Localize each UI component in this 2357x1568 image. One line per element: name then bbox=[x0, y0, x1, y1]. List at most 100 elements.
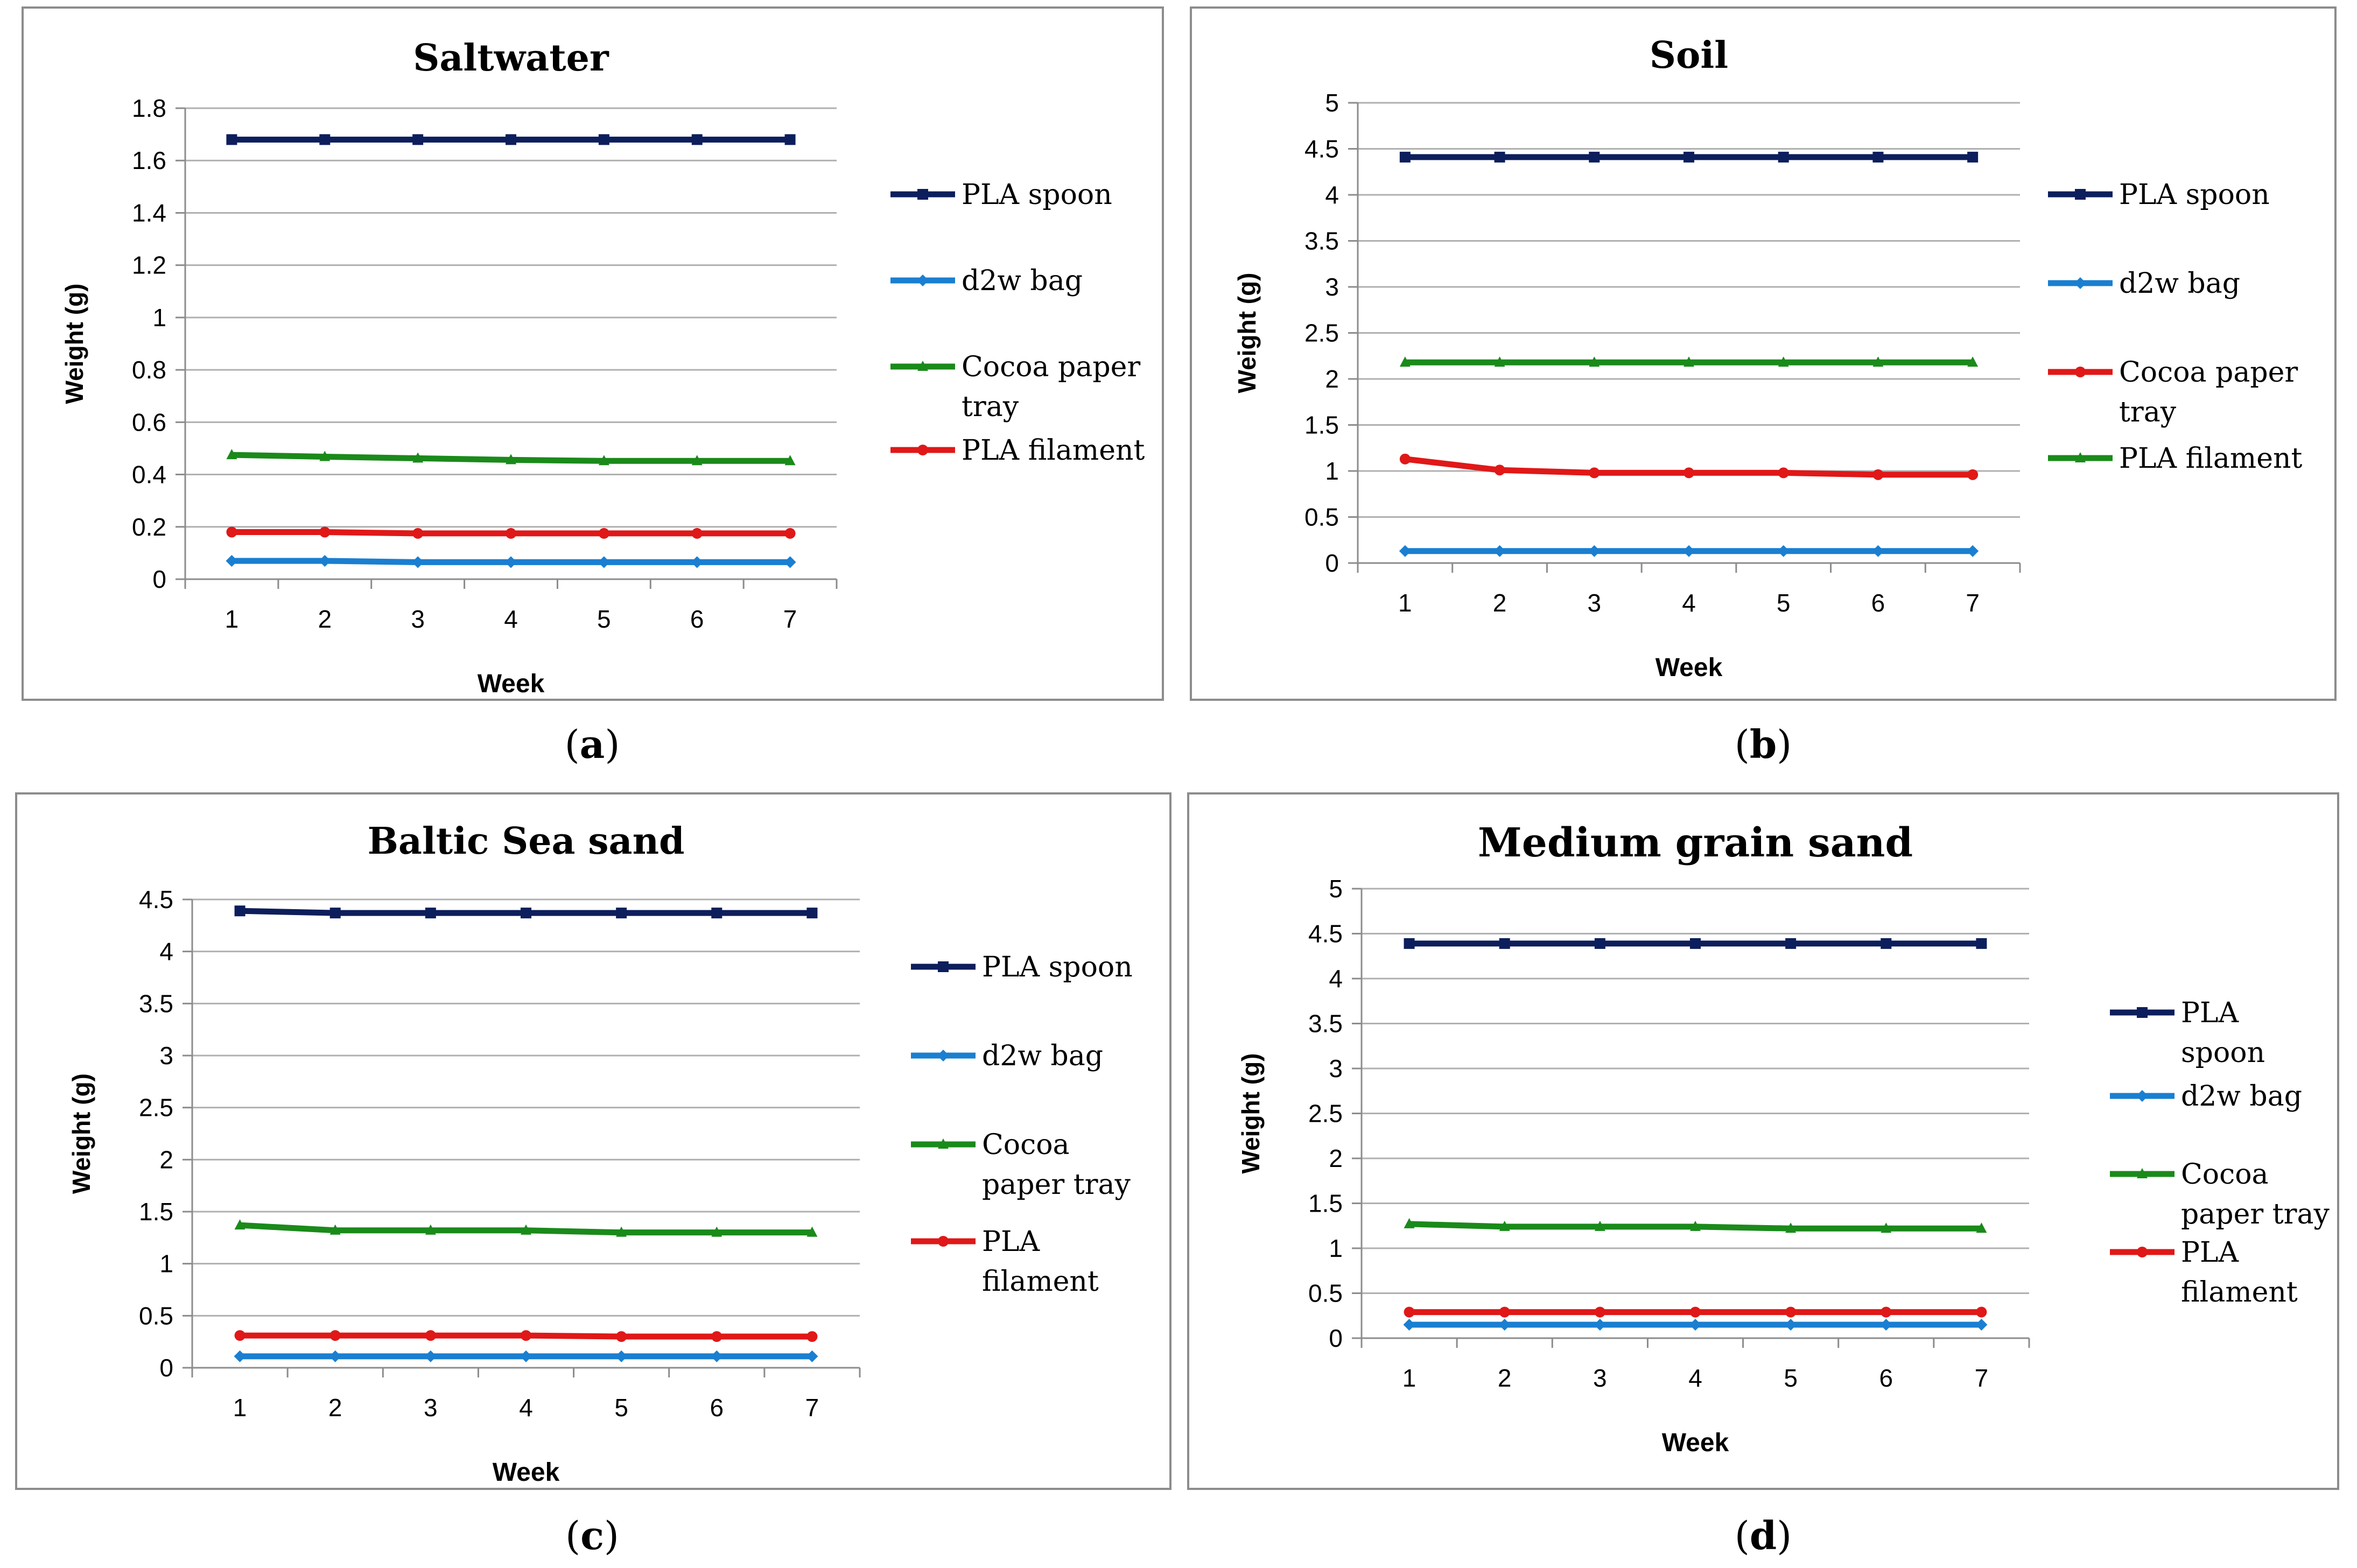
data-point-soil-pla-filament-3 bbox=[1589, 356, 1600, 367]
legend-marker-saltwater-pla-filament bbox=[917, 445, 928, 455]
data-point-baltic-sea-sand-d2w-bag-3 bbox=[424, 1350, 437, 1362]
data-point-medium-grain-sand-d2w-bag-4 bbox=[1689, 1318, 1701, 1331]
y-tick-label-soil-2: 1 bbox=[1325, 457, 1339, 485]
data-point-saltwater-cocoa-paper-tray-4 bbox=[506, 454, 516, 465]
chart-svg-saltwater: Saltwater 0 0.2 0.4 0.6 0.8 1 1.2 1.4 1.6 1.8 1 2 3 4 5… bbox=[60, 37, 1145, 698]
data-point-soil-d2w-bag-7 bbox=[1967, 545, 1979, 557]
x-tick-label-saltwater-3: 3 bbox=[411, 605, 425, 633]
data-point-saltwater-cocoa-paper-tray-5 bbox=[598, 455, 609, 466]
caption-a: (a) bbox=[564, 721, 620, 767]
data-point-baltic-sea-sand-pla-filament-1 bbox=[234, 1330, 245, 1341]
data-point-baltic-sea-sand-cocoa-paper-tray-6 bbox=[711, 1226, 722, 1237]
x-tick-label-medium-grain-sand-6: 6 bbox=[1879, 1364, 1893, 1392]
data-point-medium-grain-sand-cocoa-paper-tray-6 bbox=[1881, 1222, 1892, 1233]
data-point-medium-grain-sand-pla-filament-4 bbox=[1690, 1306, 1701, 1318]
legend-marker-baltic-sea-sand-cocoa-paper-tray bbox=[938, 1138, 949, 1149]
data-point-soil-pla-filament-7 bbox=[1967, 356, 1979, 367]
data-point-saltwater-pla-filament-6 bbox=[691, 528, 703, 539]
legend-marker-soil-d2w-bag bbox=[2074, 277, 2086, 289]
y-tick-label-medium-grain-sand-5: 2.5 bbox=[1308, 1100, 1343, 1128]
data-point-soil-pla-spoon-4 bbox=[1683, 151, 1694, 163]
x-tick-label-saltwater-5: 5 bbox=[597, 605, 611, 633]
x-tick-label-baltic-sea-sand-4: 4 bbox=[519, 1394, 533, 1422]
data-point-soil-pla-filament-2 bbox=[1494, 356, 1505, 367]
y-tick-label-soil-6: 3 bbox=[1325, 273, 1339, 301]
y-tick-label-medium-grain-sand-7: 3.5 bbox=[1308, 1010, 1343, 1038]
data-point-baltic-sea-sand-pla-spoon-1 bbox=[234, 905, 245, 917]
data-point-saltwater-cocoa-paper-tray-6 bbox=[691, 455, 703, 466]
y-tick-label-saltwater-9: 1.8 bbox=[132, 94, 166, 122]
data-point-baltic-sea-sand-d2w-bag-2 bbox=[329, 1350, 341, 1362]
data-point-saltwater-pla-filament-7 bbox=[784, 528, 796, 539]
data-point-soil-cocoa-paper-tray-6 bbox=[1872, 469, 1884, 480]
data-point-baltic-sea-sand-pla-spoon-2 bbox=[329, 908, 341, 919]
data-point-saltwater-d2w-bag-1 bbox=[226, 554, 238, 567]
y-tick-label-soil-0: 0 bbox=[1325, 549, 1339, 577]
legend-label-soil-d2w-bag: d2w bag bbox=[2119, 268, 2240, 300]
y-tick-label-baltic-sea-sand-5: 2.5 bbox=[139, 1094, 173, 1122]
y-tick-label-soil-8: 4 bbox=[1325, 181, 1339, 209]
caption-b: (b) bbox=[1734, 721, 1792, 767]
data-point-baltic-sea-sand-pla-filament-5 bbox=[616, 1331, 627, 1342]
y-axis-label-baltic-sea-sand: Weight (g) bbox=[67, 1073, 95, 1194]
legend-label-baltic-sea-sand-d2w-bag: d2w bag bbox=[982, 1040, 1103, 1072]
legend-label-medium-grain-sand-pla-filament: PLA filament bbox=[2181, 1236, 2298, 1309]
data-point-baltic-sea-sand-pla-filament-4 bbox=[521, 1330, 531, 1341]
x-axis-label-baltic-sea-sand: Week bbox=[493, 1458, 560, 1487]
data-point-medium-grain-sand-d2w-bag-3 bbox=[1594, 1318, 1606, 1331]
x-tick-label-saltwater-7: 7 bbox=[783, 605, 797, 633]
data-point-medium-grain-sand-d2w-bag-6 bbox=[1880, 1318, 1892, 1331]
data-point-baltic-sea-sand-d2w-bag-6 bbox=[711, 1350, 723, 1362]
x-tick-label-soil-6: 6 bbox=[1871, 589, 1885, 617]
y-tick-label-saltwater-8: 1.6 bbox=[132, 146, 166, 174]
data-point-soil-d2w-bag-6 bbox=[1872, 545, 1884, 557]
data-point-saltwater-pla-spoon-6 bbox=[691, 134, 703, 145]
x-tick-label-baltic-sea-sand-7: 7 bbox=[805, 1394, 819, 1422]
y-tick-label-saltwater-6: 1.2 bbox=[132, 251, 166, 279]
x-tick-label-soil-5: 5 bbox=[1777, 589, 1791, 617]
data-point-saltwater-pla-filament-5 bbox=[598, 528, 609, 539]
data-point-medium-grain-sand-pla-filament-5 bbox=[1785, 1306, 1797, 1318]
data-point-soil-cocoa-paper-tray-5 bbox=[1778, 467, 1789, 479]
data-point-medium-grain-sand-cocoa-paper-tray-2 bbox=[1499, 1220, 1510, 1231]
data-point-saltwater-pla-filament-3 bbox=[412, 528, 424, 539]
data-point-medium-grain-sand-d2w-bag-7 bbox=[1975, 1318, 1988, 1331]
data-point-baltic-sea-sand-cocoa-paper-tray-3 bbox=[425, 1224, 436, 1235]
data-point-soil-cocoa-paper-tray-3 bbox=[1589, 467, 1600, 479]
legend-label-medium-grain-sand-d2w-bag: d2w bag bbox=[2181, 1080, 2302, 1113]
data-point-soil-d2w-bag-5 bbox=[1777, 545, 1790, 557]
data-point-baltic-sea-sand-pla-filament-6 bbox=[711, 1331, 722, 1342]
data-point-soil-cocoa-paper-tray-2 bbox=[1494, 465, 1505, 476]
chart-panel-baltic-sea-sand: Baltic Sea sand 0 0.5 1 1.5 2 2.5 3 3.5 4 4.5 1 2 3 4 5… bbox=[15, 792, 1172, 1490]
caption-c: (c) bbox=[565, 1513, 620, 1558]
x-tick-label-saltwater-4: 4 bbox=[504, 605, 518, 633]
legend-marker-medium-grain-sand-d2w-bag bbox=[2136, 1090, 2148, 1102]
data-point-baltic-sea-sand-cocoa-paper-tray-5 bbox=[616, 1226, 627, 1237]
data-point-saltwater-pla-spoon-2 bbox=[319, 134, 331, 145]
x-tick-label-soil-2: 2 bbox=[1493, 589, 1507, 617]
x-tick-label-saltwater-6: 6 bbox=[690, 605, 704, 633]
legend-marker-baltic-sea-sand-pla-spoon bbox=[938, 961, 949, 972]
data-point-baltic-sea-sand-pla-filament-7 bbox=[806, 1331, 818, 1342]
legend-label-baltic-sea-sand-pla-spoon: PLA spoon bbox=[982, 951, 1133, 983]
x-tick-label-saltwater-1: 1 bbox=[225, 605, 239, 633]
chart-title-saltwater: Saltwater bbox=[413, 37, 609, 80]
data-point-soil-pla-spoon-5 bbox=[1778, 151, 1789, 163]
chart-title-soil: Soil bbox=[1650, 34, 1728, 77]
data-point-soil-d2w-bag-2 bbox=[1493, 545, 1506, 557]
y-tick-label-baltic-sea-sand-8: 4 bbox=[159, 938, 173, 966]
data-point-soil-cocoa-paper-tray-1 bbox=[1399, 453, 1411, 465]
y-tick-label-baltic-sea-sand-0: 0 bbox=[159, 1354, 173, 1382]
legend-label-soil-cocoa-paper-tray: Cocoa paper tray bbox=[2119, 356, 2298, 428]
legend-label-baltic-sea-sand-cocoa-paper-tray: Cocoa paper tray bbox=[982, 1129, 1131, 1201]
x-tick-label-baltic-sea-sand-3: 3 bbox=[424, 1394, 438, 1422]
x-tick-label-soil-7: 7 bbox=[1966, 589, 1980, 617]
data-point-soil-pla-spoon-6 bbox=[1872, 151, 1884, 163]
x-tick-label-medium-grain-sand-2: 2 bbox=[1498, 1364, 1512, 1392]
data-point-baltic-sea-sand-pla-spoon-7 bbox=[806, 908, 818, 919]
data-point-baltic-sea-sand-d2w-bag-7 bbox=[806, 1350, 818, 1362]
data-point-baltic-sea-sand-cocoa-paper-tray-2 bbox=[329, 1224, 341, 1235]
x-tick-label-medium-grain-sand-1: 1 bbox=[1402, 1364, 1416, 1392]
data-point-soil-d2w-bag-1 bbox=[1399, 545, 1411, 557]
data-point-soil-pla-filament-6 bbox=[1872, 356, 1884, 367]
